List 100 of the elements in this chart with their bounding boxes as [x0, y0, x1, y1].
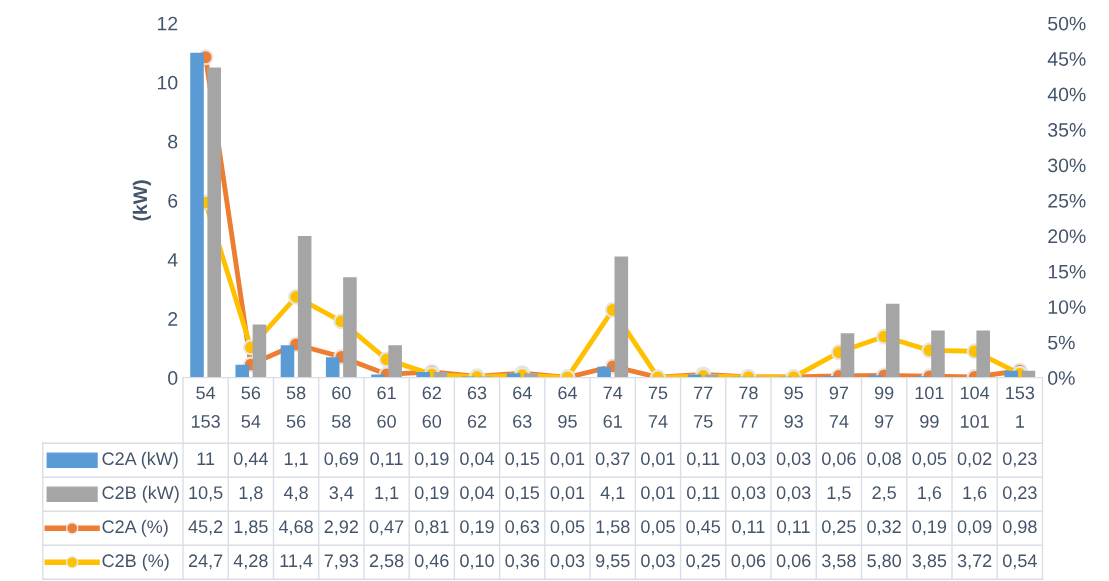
- data-label: 0,03: [776, 452, 811, 468]
- data-label: 0,98: [1002, 520, 1037, 536]
- data-label: 0,11: [777, 520, 810, 536]
- data-label: 1,5: [827, 486, 851, 502]
- data-label: 1,6: [963, 486, 987, 502]
- data-label: 0,23: [1002, 452, 1037, 468]
- y2-tick-label: 40%: [1047, 87, 1086, 102]
- data-label: 0,47: [369, 520, 404, 536]
- data-label: 24,7: [188, 554, 223, 570]
- data-label: 0,69: [324, 452, 359, 468]
- x-tick-label: 62 60: [422, 386, 442, 428]
- y-tick-label: 10: [157, 75, 178, 90]
- data-label: 3,4: [329, 486, 354, 502]
- data-label: 1,1: [375, 486, 399, 502]
- data-label: 0,11: [732, 520, 765, 536]
- data-label: 0,81: [414, 520, 449, 536]
- data-label: 0,04: [460, 452, 495, 468]
- data-label: 0,19: [912, 520, 947, 536]
- data-label: 3,85: [912, 554, 947, 570]
- data-label: 0,46: [414, 554, 449, 570]
- data-label: 7,93: [324, 554, 359, 570]
- x-tick-label: 104 101: [960, 386, 990, 428]
- data-label: 0,25: [686, 554, 721, 570]
- y-tick-label: 2: [168, 312, 178, 326]
- data-label: 0,03: [776, 486, 811, 502]
- legend-label: C2A (kW): [102, 451, 178, 469]
- data-label: 0,19: [460, 520, 494, 536]
- y2-tick-label: 10%: [1048, 300, 1086, 314]
- data-label: 5,80: [867, 554, 901, 570]
- x-tick-label: 75 74: [648, 386, 668, 428]
- y2-tick-label: 50%: [1048, 16, 1086, 31]
- x-tick-label: 64 63: [513, 386, 532, 428]
- x-tick-label: 78 77: [739, 386, 758, 428]
- data-label: 11,4: [280, 554, 313, 570]
- data-label: 1,8: [239, 486, 263, 502]
- data-label: 0,15: [505, 486, 540, 502]
- data-label: 0,37: [595, 452, 630, 468]
- data-label: 0,10: [460, 554, 494, 570]
- legend-label: C2B (kW): [102, 485, 179, 503]
- data-label: 0,05: [550, 520, 585, 536]
- y-tick-label: 12: [157, 16, 178, 31]
- data-label: 0,01: [550, 486, 585, 502]
- data-label: 0,32: [867, 520, 901, 536]
- data-label: 0,03: [731, 452, 766, 468]
- x-tick-label: 153 1: [1006, 386, 1035, 428]
- y-tick-label: 0: [168, 371, 178, 385]
- data-label: 0,03: [641, 554, 675, 570]
- y2-tick-label: 30%: [1048, 158, 1086, 173]
- data-label: 0,04: [460, 486, 495, 502]
- data-label: 4,8: [283, 486, 308, 502]
- data-label: 0,15: [505, 452, 540, 468]
- data-label: 9,55: [596, 554, 630, 570]
- x-tick-label: 61 60: [377, 386, 396, 428]
- y-tick-label: 8: [168, 134, 178, 149]
- data-label: 0,08: [867, 452, 901, 468]
- data-label: 0,06: [731, 554, 766, 570]
- data-label: 0,03: [550, 554, 585, 570]
- x-tick-label: 56 54: [241, 386, 261, 428]
- data-label: 0,54: [1002, 554, 1037, 570]
- x-tick-label: 64 95: [558, 386, 577, 428]
- data-label: 0,02: [957, 452, 992, 468]
- data-label: 1,6: [918, 486, 942, 502]
- data-label: 1,58: [596, 520, 630, 536]
- y2-tick-label: 5%: [1048, 335, 1075, 350]
- data-label: 45,2: [188, 520, 223, 536]
- data-label: 3,72: [957, 554, 992, 570]
- data-label: 0,25: [822, 520, 856, 536]
- data-label: 4,1: [600, 486, 625, 502]
- x-tick-label: 97 74: [829, 386, 849, 428]
- data-label: 2,5: [872, 486, 896, 502]
- data-label: 0,11: [370, 452, 403, 468]
- data-label: 0,11: [687, 452, 720, 468]
- legend-label: C2A (%): [102, 519, 168, 537]
- y-tick-label: 6: [168, 193, 178, 208]
- data-label: 0,11: [687, 486, 720, 502]
- x-tick-label: 95 93: [784, 386, 803, 428]
- x-tick-label: 58 56: [286, 386, 306, 428]
- data-label: 2,92: [324, 520, 358, 536]
- data-label: 2,58: [369, 554, 404, 570]
- data-label: 0,45: [686, 520, 721, 536]
- data-label: 0,03: [731, 486, 766, 502]
- x-tick-label: 99 97: [874, 386, 894, 428]
- x-tick-label: 54 153: [191, 386, 220, 428]
- y2-tick-label: 25%: [1048, 193, 1086, 208]
- x-tick-label: 101 99: [915, 386, 944, 428]
- data-label: 4,28: [233, 554, 268, 570]
- data-label: 0,01: [641, 452, 675, 468]
- data-label: 0,05: [641, 520, 675, 536]
- y2-tick-label: 15%: [1048, 264, 1086, 279]
- y2-tick-label: 45%: [1047, 52, 1086, 66]
- data-label: 0,05: [912, 452, 947, 468]
- y2-tick-label: 20%: [1048, 229, 1086, 244]
- data-label: 0,23: [1002, 486, 1037, 502]
- data-label: 4,68: [278, 520, 313, 536]
- data-label: 1,1: [284, 452, 308, 468]
- y2-tick-label: 35%: [1048, 123, 1086, 137]
- x-tick-label: 77 75: [694, 386, 713, 428]
- data-label: 0,06: [822, 452, 856, 468]
- x-tick-label: 60 58: [331, 386, 351, 428]
- data-label: 11: [197, 452, 215, 465]
